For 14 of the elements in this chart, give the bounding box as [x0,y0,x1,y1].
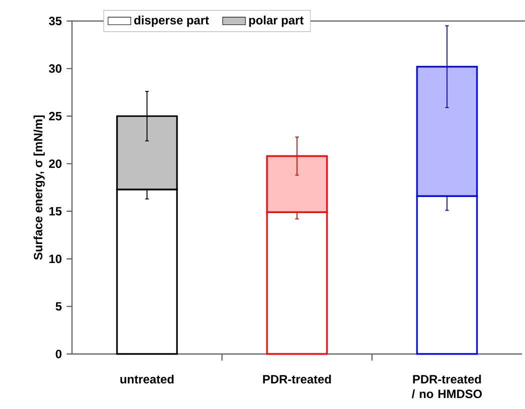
x-tick-label: PDR-treated [263,374,331,384]
y-axis-title: Surface energy, σ [mN/m] [34,116,45,260]
y-tick-label: 25 [49,112,62,120]
y-tick-label: 5 [56,302,62,311]
y-tick-label: 10 [49,254,62,264]
legend-label: polar part [249,16,304,27]
x-tick-label: untreated [120,374,174,384]
y-tick-label: 15 [49,207,62,216]
y-tick-label: 0 [56,350,62,358]
legend-label: disperse part [134,16,209,27]
y-tick-label: 20 [49,159,62,168]
x-tick-label: PDR-treated / no HMDSO [412,374,482,398]
y-tick-label: 30 [48,64,62,73]
y-tick-label: 35 [48,16,62,26]
